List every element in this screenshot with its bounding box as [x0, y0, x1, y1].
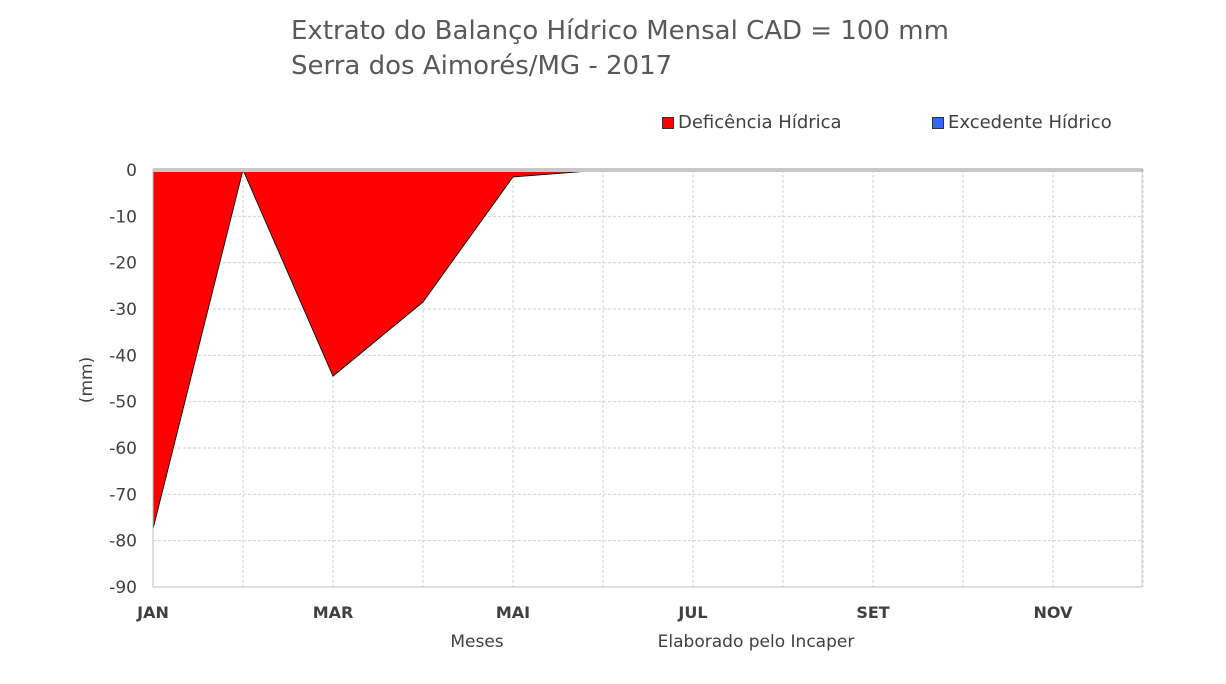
legend-swatch-deficiencia	[662, 116, 674, 129]
y-tick-label: -50	[109, 393, 137, 413]
x-tick-label: MAR	[313, 603, 354, 622]
y-tick-label: -40	[109, 346, 137, 366]
legend-item-deficiencia: Deficência Hídrica	[662, 112, 842, 133]
y-tick-label: 0	[126, 161, 137, 181]
x-tick-label: JAN	[136, 603, 169, 622]
y-tick-label: -80	[109, 532, 137, 552]
x-tick-label: NOV	[1034, 603, 1074, 622]
series-areas	[152, 168, 1144, 530]
tick-labels: 0 -10 -20 -30 -40 -50 -60 -70 -80 -90 JAN MAR MAI JUL…	[109, 161, 1073, 622]
y-tick-label: -30	[109, 300, 137, 320]
legend-label-deficiencia: Deficência Hídrica	[678, 112, 842, 133]
x-tick-label: SET	[856, 603, 889, 622]
y-tick-label: -70	[109, 485, 137, 505]
chart-legend: Deficência Hídrica Excedente Hídrico	[0, 112, 1226, 136]
chart-title-block: Extrato do Balanço Hídrico Mensal CAD = …	[291, 14, 949, 84]
y-axis-title: (mm)	[77, 357, 97, 403]
x-tick-label: JUL	[677, 603, 707, 622]
chart-title: Extrato do Balanço Hídrico Mensal CAD = …	[291, 16, 949, 46]
legend-swatch-excedente	[932, 116, 944, 129]
axes	[152, 168, 1142, 588]
legend-label-excedente: Excedente Hídrico	[948, 112, 1112, 133]
x-tick-label: MAI	[496, 603, 530, 622]
y-tick-label: -90	[109, 578, 137, 598]
x-axis-title: Meses	[450, 632, 503, 652]
y-tick-label: -20	[109, 254, 137, 274]
chart-subtitle: Serra dos Aimorés/MG - 2017	[291, 51, 673, 81]
y-tick-label: -60	[109, 439, 137, 459]
y-tick-label: -10	[109, 207, 137, 227]
chart-credit: Elaborado pelo Incaper	[658, 632, 855, 652]
series-area-deficiencia	[152, 168, 1143, 530]
legend-item-excedente: Excedente Hídrico	[932, 112, 1112, 133]
